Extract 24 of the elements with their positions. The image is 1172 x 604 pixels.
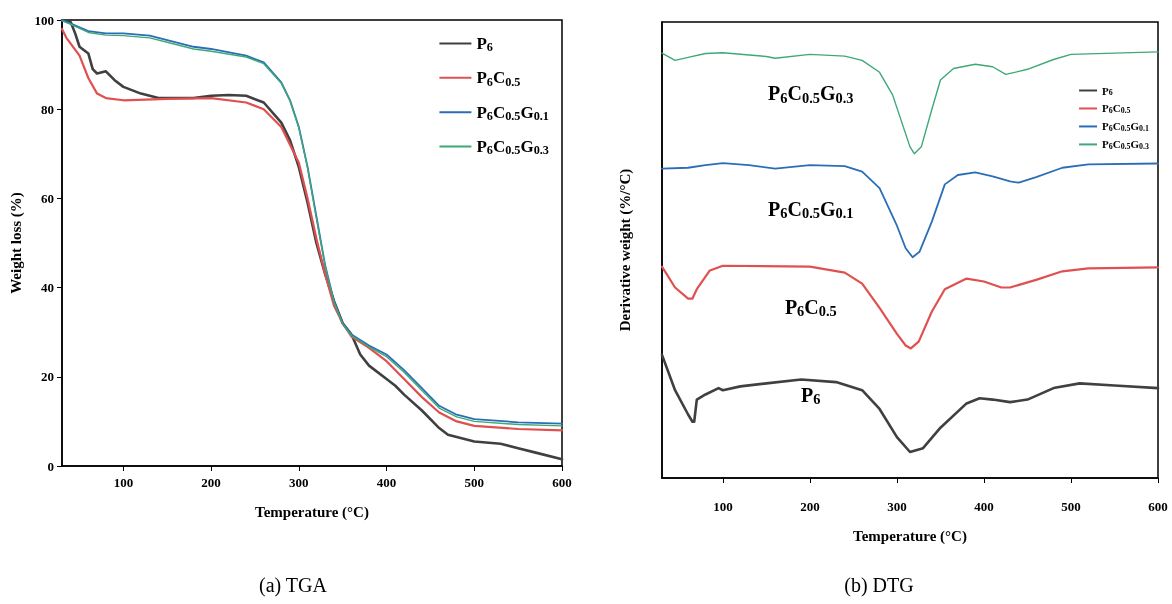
x-axis-title: Temperature (°C) [853, 527, 967, 545]
x-tick-label: 100 [113, 475, 134, 490]
y-tick-label: 80 [41, 101, 54, 117]
x-tick-label: 300 [887, 499, 907, 514]
x-tick-label: 500 [1061, 499, 1081, 514]
text: (a) TGA [259, 574, 328, 597]
x-tick-label: 200 [800, 499, 820, 514]
x-tick-label: 600 [552, 475, 572, 490]
x-axis-title: Temperature (°C) [255, 503, 369, 521]
text: (b) DTG [844, 574, 914, 597]
x-tick-label: 200 [201, 475, 221, 490]
y-tick-label: 40 [41, 280, 54, 296]
x-tick-label: 400 [974, 499, 994, 514]
y-axis-title: Weight loss (%) [8, 192, 26, 294]
x-tick-label: 600 [1148, 499, 1168, 514]
y-tick-label: 100 [34, 12, 54, 28]
x-tick-label: 400 [376, 475, 397, 490]
x-tick-label: 500 [464, 475, 485, 490]
y-tick-label: 0 [47, 458, 54, 474]
x-tick-label: 100 [713, 499, 733, 514]
y-tick-label: 60 [41, 190, 54, 206]
y-tick-label: 20 [41, 369, 54, 385]
y-axis-title: Derivative weight (%/°C) [616, 168, 634, 332]
x-tick-label: 300 [289, 475, 309, 490]
